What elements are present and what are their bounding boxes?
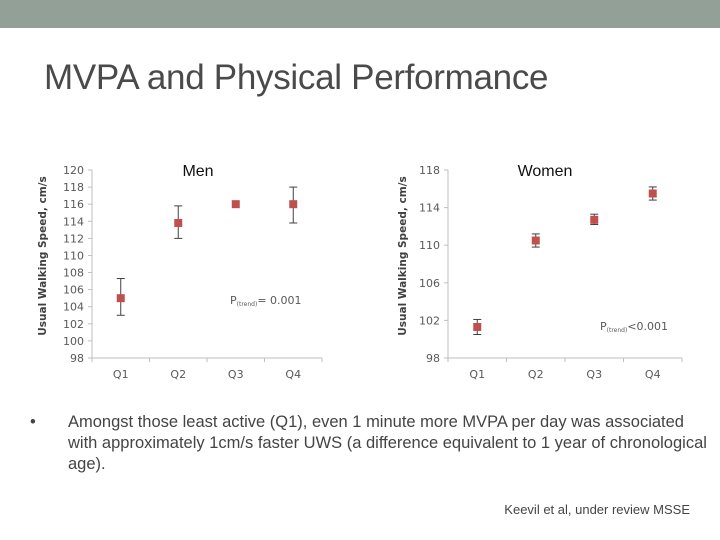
men-y-tick-label: 102	[63, 318, 84, 331]
men-y-tick-label: 98	[70, 352, 84, 365]
men-p-trend-annotation: P(trend)= 0.001	[230, 294, 302, 308]
men-y-tick-label: 108	[63, 267, 84, 280]
citation: Keevil et al, under review MSSE	[504, 502, 690, 517]
chart-men: 98 100 102 104 106 108 110 112 114 116 118 120 Q1 Q2 Q…	[37, 163, 323, 381]
men-x-tick-label: Q1	[113, 368, 129, 381]
women-y-axis-label: Usual Walking Speed, cm/s	[397, 176, 409, 335]
men-data-point-q1	[116, 294, 125, 303]
men-y-tick-label: 106	[63, 284, 84, 297]
men-data-point-q2	[174, 218, 183, 227]
men-y-tick-label: 110	[63, 249, 84, 262]
men-x-tick-label: Q4	[285, 368, 301, 381]
women-chart-title: Women	[518, 163, 573, 180]
women-y-tick-label: 118	[419, 164, 440, 177]
men-chart-title: Men	[182, 163, 213, 180]
men-y-tick-label: 116	[63, 198, 84, 211]
women-x-tick-label: Q2	[528, 368, 544, 381]
women-y-tick-label: 106	[419, 277, 440, 290]
women-x-tick-label: Q3	[586, 368, 602, 381]
men-data-point-q3	[231, 200, 240, 209]
women-y-tick-label: 114	[419, 202, 440, 215]
women-data-point-q1	[473, 322, 482, 331]
women-y-tick-label: 110	[419, 239, 440, 252]
men-y-tick-label: 114	[63, 215, 84, 228]
men-y-tick-label: 104	[63, 301, 84, 314]
bullet-text: Amongst those least active (Q1), even 1 …	[68, 413, 707, 473]
women-x-tick-label: Q1	[469, 368, 485, 381]
men-y-axis-label: Usual Walking Speed, cm/s	[37, 176, 49, 335]
women-x-tick-label: Q4	[645, 368, 661, 381]
slide-top-bar	[0, 0, 720, 28]
women-y-tick-label: 102	[419, 314, 440, 327]
women-y-tick-label: 98	[426, 352, 440, 365]
slide-title: MVPA and Physical Performance	[44, 58, 549, 97]
men-y-tick-label: 112	[63, 232, 84, 245]
chart-women: 98 102 106 110 114 118 Q1 Q2 Q3 Q4 Usual Walking S…	[397, 163, 683, 381]
women-p-trend-annotation: P(trend)<0.001	[600, 320, 668, 334]
men-y-tick-label: 100	[63, 335, 84, 348]
men-x-tick-label: Q3	[228, 368, 244, 381]
women-data-point-q4	[648, 189, 657, 198]
men-data-point-q4	[289, 200, 298, 209]
men-y-tick-label: 120	[63, 164, 84, 177]
women-data-point-q3	[590, 215, 599, 224]
bullet-marker: •	[30, 413, 36, 431]
men-y-tick-label: 118	[63, 181, 84, 194]
men-x-tick-label: Q2	[170, 368, 186, 381]
women-data-point-q2	[531, 236, 540, 245]
